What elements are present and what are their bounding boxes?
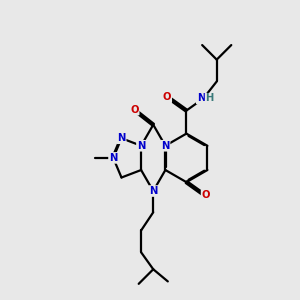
Text: N: N	[161, 141, 170, 151]
Text: N: N	[117, 133, 126, 143]
Text: O: O	[130, 105, 139, 115]
Text: H: H	[205, 93, 214, 103]
Text: N: N	[197, 93, 205, 103]
Text: O: O	[163, 92, 171, 102]
Text: N: N	[109, 153, 117, 163]
Text: N: N	[149, 186, 158, 196]
Text: N: N	[137, 141, 145, 151]
Text: O: O	[202, 190, 210, 200]
